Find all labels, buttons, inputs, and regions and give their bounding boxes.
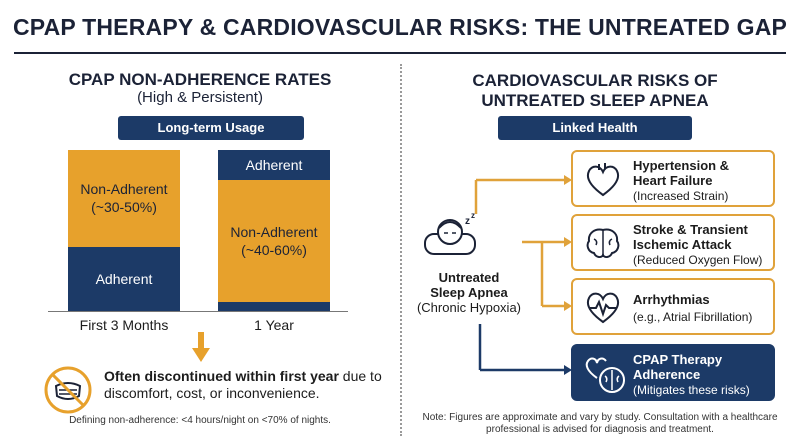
- svg-text:z: z: [471, 211, 475, 220]
- heartbeat-icon: [586, 292, 620, 324]
- bar-2: Non-Adherent (~40-60%) Adherent: [218, 150, 330, 311]
- discontinuation-note: Often discontinued within first year due…: [104, 368, 382, 401]
- down-arrow-icon: [192, 332, 210, 362]
- brain-icon: [586, 228, 620, 259]
- title-rule: [14, 52, 786, 54]
- non-adherent-segment-2: Non-Adherent (~40-60%): [218, 180, 330, 303]
- card-hypertension: Hypertension & Heart Failure (Increased …: [571, 150, 775, 207]
- svg-text:z: z: [465, 216, 470, 227]
- adherent-base-segment-2: [218, 302, 330, 311]
- card-cpap-adherence: CPAP Therapy Adherence (Mitigates these …: [571, 344, 775, 401]
- page-title: CPAP THERAPY & CARDIOVASCULAR RISKS: THE…: [12, 14, 788, 40]
- heart-brain-icon: [585, 357, 625, 393]
- adherent-segment-1: Adherent: [68, 246, 180, 311]
- card-arrhythmias: Arrhythmias (e.g., Atrial Fibrillation): [571, 278, 775, 335]
- chart-baseline: [48, 311, 348, 312]
- panel-divider: [400, 64, 402, 436]
- x-tick-label: 1 Year: [254, 317, 294, 333]
- no-mask-icon: [44, 366, 92, 414]
- non-adherent-segment-1: Non-Adherent (~30-50%): [68, 150, 180, 247]
- untreated-sleep-apnea-label: Untreated Sleep Apnea (Chronic Hypoxia): [416, 270, 522, 315]
- x-tick-label: First 3 Months: [79, 317, 169, 333]
- right-footnote: Note: Figures are approximate and vary b…: [422, 412, 778, 435]
- right-heading: CARDIOVASCULAR RISKS OF UNTREATED SLEEP …: [472, 71, 718, 110]
- bar-1: Non-Adherent (~30-50%) Adherent: [68, 150, 180, 311]
- card-stroke: Stroke & Transient Ischemic Attack (Redu…: [571, 214, 775, 271]
- left-subheading: (High & Persistent): [137, 89, 263, 106]
- sleeping-person-icon: z z: [424, 211, 476, 255]
- heart-icon: [586, 163, 620, 197]
- left-footnote: Defining non-adherence: <4 hours/night o…: [69, 415, 331, 426]
- left-heading: CPAP NON-ADHERENCE RATES: [68, 70, 332, 89]
- adherent-segment-2: Adherent: [218, 150, 330, 180]
